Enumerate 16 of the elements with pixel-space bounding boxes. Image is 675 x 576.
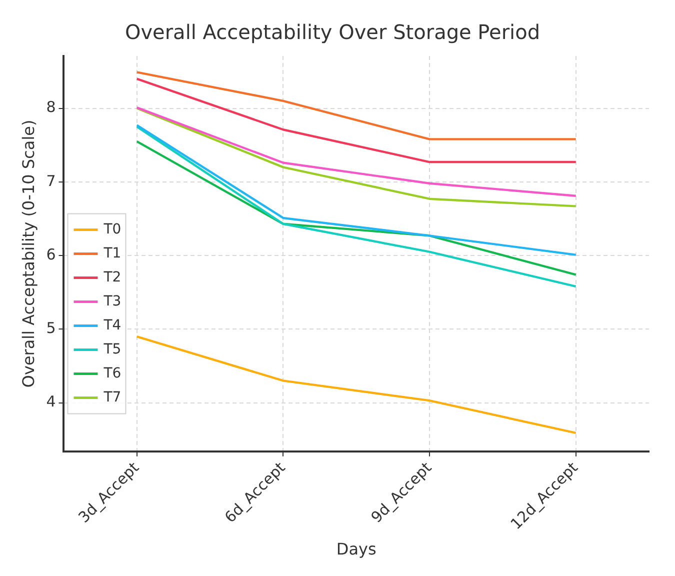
legend-label: T5 — [102, 341, 122, 358]
legend-label: T7 — [102, 389, 122, 406]
legend-label: T6 — [102, 365, 122, 382]
chart-title: Overall Acceptability Over Storage Period — [124, 20, 540, 44]
y-tick-label: 4 — [46, 392, 56, 411]
x-axis-title: Days — [336, 540, 376, 559]
y-tick-label: 7 — [46, 172, 56, 190]
y-tick-label: 5 — [46, 319, 56, 338]
y-tick-label: 6 — [46, 245, 56, 264]
y-tick-label: 8 — [46, 98, 56, 116]
legend-label: T2 — [102, 269, 122, 286]
legend-label: T4 — [102, 317, 122, 334]
legend-label: T3 — [102, 293, 122, 310]
legend-label: T0 — [102, 221, 122, 238]
legend-label: T1 — [102, 245, 122, 262]
y-axis-title: Overall Acceptability (0-10 Scale) — [18, 120, 38, 388]
